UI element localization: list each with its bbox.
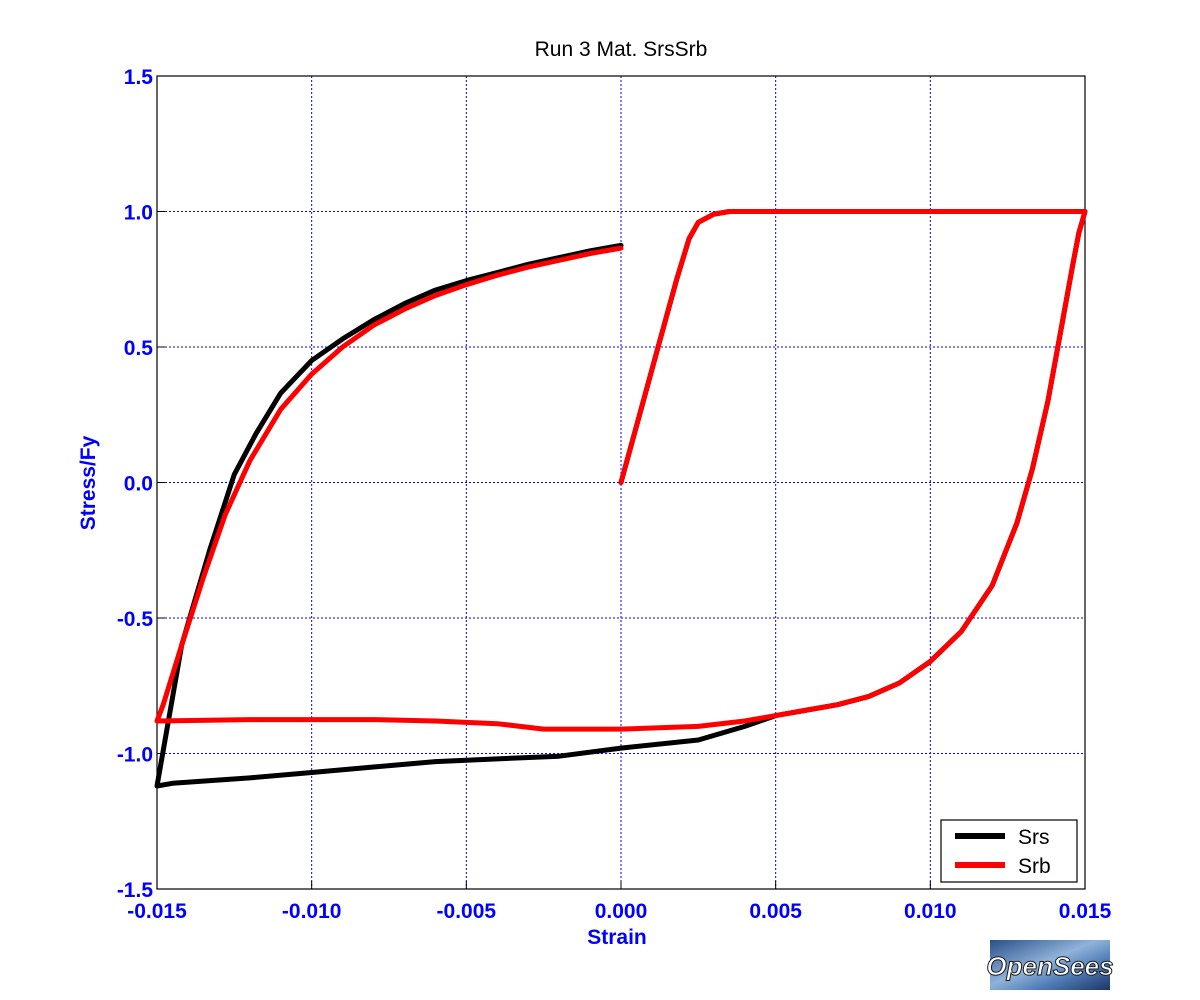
y-tick-label: 0.0 xyxy=(124,473,153,496)
y-tick-label: 0.5 xyxy=(124,337,154,360)
legend: Srs Srb xyxy=(940,819,1078,883)
x-tick-label: -0.015 xyxy=(127,900,187,923)
x-tick-label: 0.000 xyxy=(595,900,648,923)
legend-label-srs: Srs xyxy=(1018,826,1050,849)
logo-text: OpenSees xyxy=(986,951,1113,981)
y-axis-label: Stress/Fy xyxy=(77,435,100,530)
series-line-srb xyxy=(154,209,1088,732)
y-tick-label: 1.5 xyxy=(124,66,154,89)
legend-label-srb: Srb xyxy=(1018,855,1051,878)
logo-background xyxy=(990,940,1110,990)
y-tick-label: -0.5 xyxy=(117,608,154,631)
x-tick-label: 0.005 xyxy=(749,900,802,923)
x-tick-label: -0.005 xyxy=(437,900,497,923)
x-axis-ticks: -0.015 -0.010 -0.005 0.000 0.005 0.010 0.015 xyxy=(127,881,1112,923)
y-tick-label: -1.5 xyxy=(117,879,154,902)
x-tick-label: -0.010 xyxy=(282,900,342,923)
legend-box xyxy=(940,819,1078,883)
x-axis-label: Strain xyxy=(587,926,647,949)
series-layer xyxy=(154,209,1088,789)
y-tick-label: -1.0 xyxy=(117,744,153,767)
chart-title: Run 3 Mat. SrsSrb xyxy=(535,38,708,61)
opensees-logo: OpenSees xyxy=(986,940,1114,990)
x-tick-label: 0.015 xyxy=(1059,900,1112,923)
y-axis-ticks: -1.5 -1.0 -0.5 0.0 0.5 1.0 1.5 xyxy=(117,66,165,902)
x-tick-label: 0.010 xyxy=(904,900,957,923)
y-tick-label: 1.0 xyxy=(124,202,153,225)
